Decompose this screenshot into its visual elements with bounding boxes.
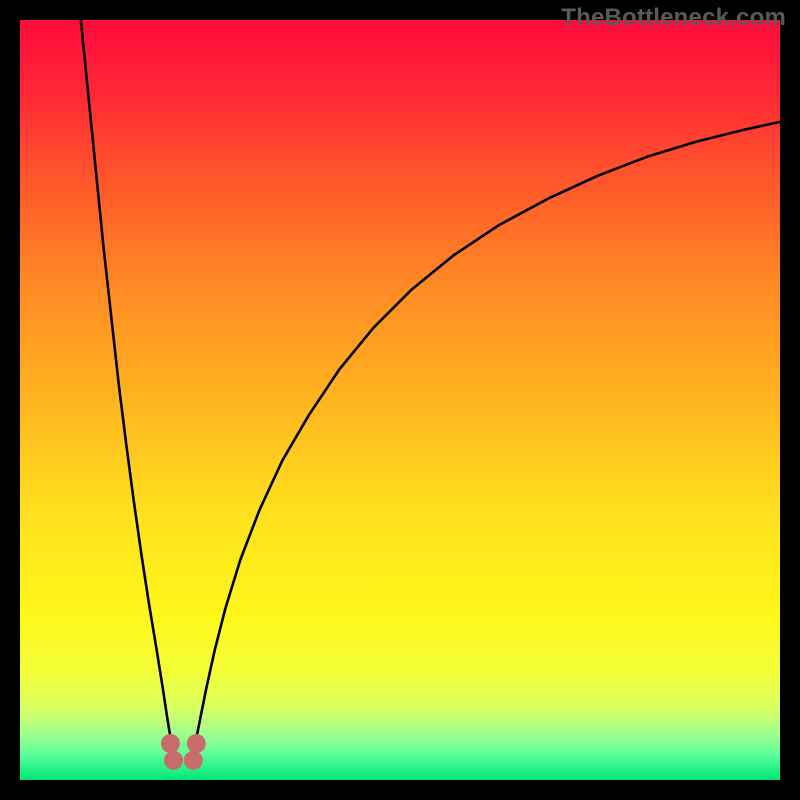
bottleneck-marker [164, 751, 183, 770]
plot-container: TheBottleneck.com [0, 0, 800, 800]
bottleneck-marker [184, 751, 203, 770]
bottleneck-curve-chart [0, 0, 800, 800]
bottleneck-marker [187, 734, 206, 753]
gradient-background [20, 20, 780, 780]
bottleneck-marker [161, 734, 180, 753]
